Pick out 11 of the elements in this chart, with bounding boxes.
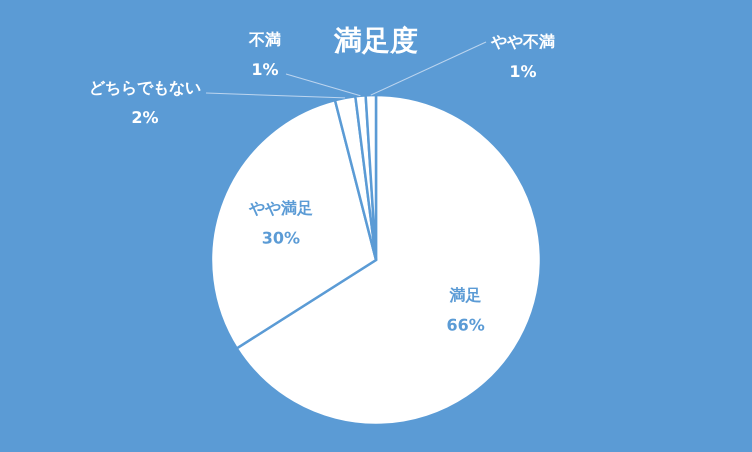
data-label: 30% <box>262 228 300 248</box>
slice-label: やや不満 <box>490 32 555 51</box>
slice-label: やや満足 <box>248 198 313 218</box>
slice-label: どちらでもない <box>89 78 201 97</box>
data-label: 1% <box>509 62 537 81</box>
data-label: 66% <box>446 315 485 334</box>
slice-label: 不満 <box>248 30 281 49</box>
chart-title: 満足度 <box>333 24 418 57</box>
data-label: 2% <box>131 108 159 127</box>
data-label: 1% <box>251 60 279 79</box>
slice-label: 満足 <box>448 285 482 304</box>
